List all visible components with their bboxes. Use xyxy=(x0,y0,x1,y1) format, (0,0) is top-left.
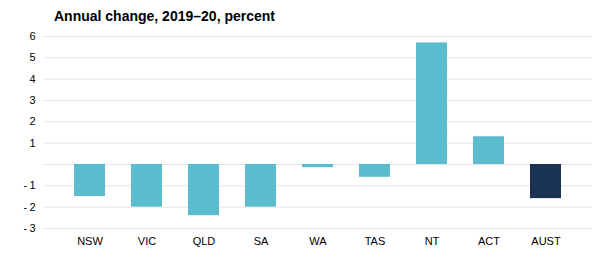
svg-text:3: 3 xyxy=(29,94,35,106)
svg-text:ACT: ACT xyxy=(478,235,500,247)
svg-text:6: 6 xyxy=(29,30,35,42)
svg-text:- 1: - 1 xyxy=(24,179,36,191)
html-text:Annual change, 2019–20, percen: Annual change, 2019–20, percent xyxy=(54,8,275,24)
svg-text:SA: SA xyxy=(254,235,269,247)
svg-text:VIC: VIC xyxy=(138,235,156,247)
svg-text:2: 2 xyxy=(29,115,35,127)
svg-text:- 2: - 2 xyxy=(24,201,36,213)
svg-text:1: 1 xyxy=(29,137,35,149)
svg-text:NT: NT xyxy=(425,235,440,247)
svg-text:NSW: NSW xyxy=(77,235,103,247)
svg-text:5: 5 xyxy=(29,51,35,63)
svg-text:4: 4 xyxy=(29,73,35,85)
svg-text:QLD: QLD xyxy=(193,235,216,247)
svg-text:WA: WA xyxy=(309,235,327,247)
svg-text:- 3: - 3 xyxy=(24,222,36,234)
svg-text:AUST: AUST xyxy=(531,235,561,247)
svg-text:TAS: TAS xyxy=(365,235,386,247)
